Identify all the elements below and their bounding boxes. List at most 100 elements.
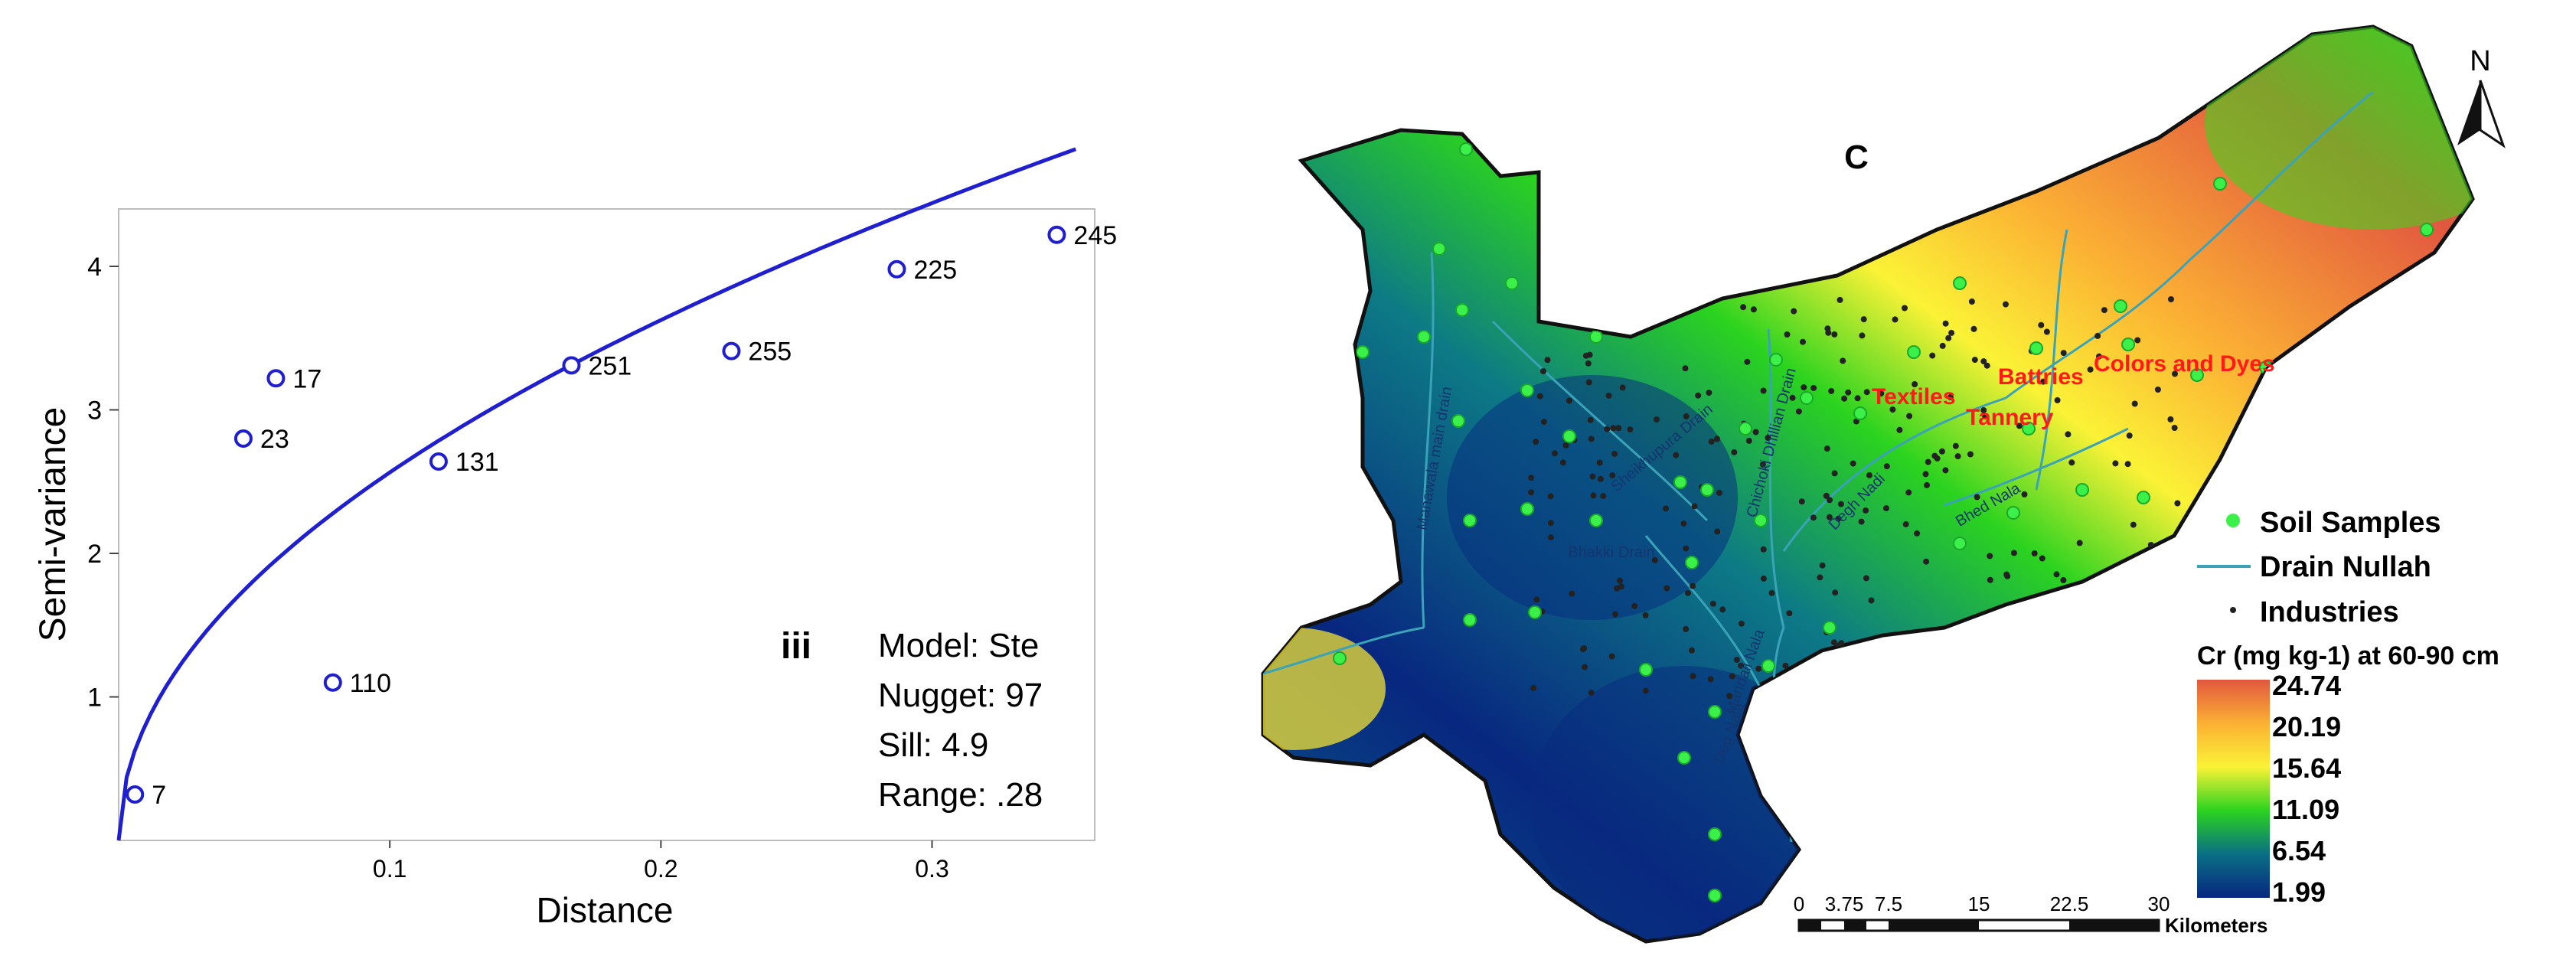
industry-point: [1745, 437, 1752, 444]
label-battries: Battries: [1998, 364, 2084, 390]
industry-point: [1982, 413, 1989, 419]
soil-sample-point: [1455, 303, 1469, 317]
industry-point: [2087, 366, 2094, 373]
industry-point: [1714, 528, 1721, 535]
soil-sample-point: [1451, 414, 1465, 428]
industry-point: [2124, 461, 2131, 468]
industry-point: [1642, 687, 1649, 694]
industry-point: [1617, 577, 1623, 584]
industry-point: [1929, 352, 1936, 359]
industry-point: [1853, 418, 1859, 425]
industry-point: [1759, 461, 1766, 468]
industry-point: [1690, 582, 1696, 589]
industry-point: [1641, 310, 1648, 317]
industry-point: [1533, 439, 1539, 445]
industry-point: [1695, 392, 1702, 399]
south-blue-zone: [1531, 666, 1837, 941]
data-point-label: 17: [292, 364, 322, 393]
industry-point: [1967, 451, 1974, 458]
soil-sample-point: [1528, 605, 1542, 619]
data-point-label: 131: [455, 448, 499, 477]
industry-point: [1842, 690, 1849, 696]
soil-sample-point: [1754, 514, 1768, 527]
industry-point: [1835, 515, 1842, 522]
industry-point: [2101, 307, 2107, 314]
data-points: 7 17 23 110 131 251 255 225 245: [126, 221, 1117, 810]
industry-point: [2065, 431, 2072, 438]
industry-point: [1878, 390, 1885, 397]
industry-point: [2131, 400, 2138, 407]
industry-point: [1782, 662, 1789, 669]
industry-point: [1528, 475, 1534, 481]
industry-point: [1609, 472, 1616, 478]
industry-point: [2040, 378, 2047, 385]
industry-point: [2096, 353, 2102, 360]
industry-point: [1817, 574, 1823, 581]
industry-point: [2134, 337, 2141, 344]
industry-point: [1612, 611, 1619, 618]
industry-point: [1810, 384, 1817, 391]
industry-point: [1906, 413, 1913, 419]
industry-point: [1684, 589, 1691, 596]
industry-point: [1832, 589, 1839, 596]
soil-sample-point: [1853, 406, 1867, 420]
industry-point: [1752, 429, 1759, 436]
industry-point: [2038, 321, 2045, 328]
industry-point: [1714, 436, 1720, 442]
color-stop-3: 11.09: [2272, 794, 2339, 825]
industry-point: [1902, 305, 1908, 312]
industry-point: [1663, 585, 1670, 592]
industry-point: [1689, 647, 1695, 654]
industry-point: [1540, 368, 1546, 374]
industry-point: [1597, 475, 1604, 482]
data-point-label: 225: [913, 256, 957, 285]
industry-point: [1942, 467, 1949, 474]
industry-point: [2021, 491, 2028, 498]
data-point: [429, 452, 448, 471]
industry-point: [2126, 432, 2133, 439]
industry-point: [2174, 500, 2181, 507]
industry-point: [1826, 514, 1833, 520]
color-stop-0: 24.74: [2272, 670, 2341, 701]
y-tick-label: 1: [87, 684, 102, 713]
data-point-label: 255: [748, 338, 792, 367]
industry-point: [1841, 395, 1848, 402]
model-line: Model: Ste: [878, 627, 1039, 664]
industry-point: [1596, 459, 1603, 466]
industry-point: [1566, 397, 1572, 404]
industry-point: [1562, 442, 1569, 449]
label-tannery: Tannery: [1966, 405, 2054, 430]
industry-point: [1618, 300, 1624, 307]
soil-sample-point: [1356, 345, 1370, 359]
industry-point: [1627, 426, 1634, 433]
chromium-map: C N Textiles Battries Tannery Colors and…: [1261, 24, 2506, 944]
industry-point: [1889, 406, 1896, 413]
panel-label-iii: iii: [781, 626, 811, 667]
industry-point: [1987, 553, 1993, 560]
soil-sample-point: [1861, 674, 1875, 688]
y-tick-label: 3: [87, 396, 102, 426]
industry-point: [1800, 338, 1806, 345]
soil-sample-point: [1520, 502, 1534, 516]
industry-point: [2076, 540, 2083, 546]
industry-point: [1980, 407, 1987, 413]
soil-sample-point: [1459, 142, 1473, 156]
industry-point: [1610, 425, 1617, 432]
industry-point: [1740, 304, 1747, 311]
industry-point: [1819, 562, 1826, 569]
color-stop-1: 20.19: [2272, 711, 2341, 742]
industry-point: [1837, 501, 1844, 507]
scale-tick-0: 0: [1794, 892, 1804, 915]
industry-point: [2127, 563, 2134, 569]
soil-sample-point: [1700, 483, 1714, 497]
industry-point: [1912, 381, 1918, 387]
industry-point: [1683, 545, 1690, 552]
soil-sample-point: [2213, 177, 2227, 191]
data-point: [722, 341, 741, 361]
industry-point: [1582, 352, 1589, 359]
industry-point: [1859, 332, 1866, 339]
industry-point: [1647, 315, 1654, 321]
data-point: [126, 785, 145, 804]
data-point-label: 23: [260, 425, 289, 454]
